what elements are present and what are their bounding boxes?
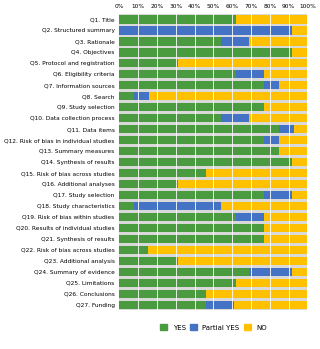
Bar [292, 158, 308, 166]
Bar [279, 81, 308, 89]
Bar [119, 279, 236, 287]
Bar [119, 213, 236, 221]
Bar [178, 59, 308, 67]
Bar [119, 15, 308, 24]
Bar [119, 70, 236, 79]
Bar [178, 180, 308, 188]
Bar [264, 103, 308, 111]
Bar [249, 268, 292, 276]
Bar [236, 213, 264, 221]
Bar [119, 92, 308, 101]
Bar [119, 257, 178, 265]
Bar [236, 15, 308, 24]
Bar [264, 235, 308, 243]
Bar [119, 37, 221, 46]
Bar [264, 224, 308, 232]
Bar [148, 246, 308, 254]
Bar [119, 246, 148, 254]
Bar [236, 279, 308, 287]
Bar [119, 224, 308, 232]
Bar [119, 169, 308, 177]
Bar [279, 136, 308, 144]
Bar [178, 257, 308, 265]
Bar [221, 202, 308, 210]
Bar [206, 300, 234, 309]
Bar [119, 27, 292, 35]
Bar [119, 103, 308, 111]
Bar [119, 268, 308, 276]
Bar [119, 114, 308, 122]
Bar [221, 37, 249, 46]
Bar [119, 92, 134, 101]
Bar [119, 158, 292, 166]
Bar [119, 103, 264, 111]
Bar [119, 191, 264, 199]
Bar [119, 136, 308, 144]
Bar [119, 81, 264, 89]
Bar [119, 27, 308, 35]
Bar [279, 125, 294, 133]
Bar [119, 59, 308, 67]
Bar [221, 114, 249, 122]
Bar [292, 48, 308, 57]
Bar [119, 224, 264, 232]
Bar [119, 59, 178, 67]
Bar [119, 180, 308, 188]
Bar [279, 147, 308, 155]
Bar [119, 290, 206, 298]
Bar [119, 136, 264, 144]
Bar [292, 27, 308, 35]
Bar [119, 147, 308, 155]
Bar [134, 92, 149, 101]
Bar [119, 15, 236, 24]
Bar [119, 246, 308, 254]
Bar [119, 169, 206, 177]
Bar [119, 202, 308, 210]
Bar [264, 213, 308, 221]
Bar [264, 81, 279, 89]
Bar [119, 48, 292, 57]
Bar [119, 48, 308, 57]
Bar [249, 37, 308, 46]
Bar [119, 235, 308, 243]
Bar [264, 136, 279, 144]
Bar [119, 290, 308, 298]
Bar [294, 125, 308, 133]
Bar [119, 70, 308, 79]
Bar [149, 92, 308, 101]
Bar [119, 180, 178, 188]
Bar [119, 202, 134, 210]
Bar [206, 290, 308, 298]
Bar [119, 300, 308, 309]
Bar [134, 202, 221, 210]
Bar [119, 213, 308, 221]
Legend: YES, Partial YES, NO: YES, Partial YES, NO [157, 322, 269, 333]
Bar [119, 114, 221, 122]
Bar [119, 268, 249, 276]
Bar [119, 279, 308, 287]
Bar [119, 125, 279, 133]
Bar [119, 257, 308, 265]
Bar [264, 191, 292, 199]
Bar [119, 235, 264, 243]
Bar [249, 114, 308, 122]
Bar [236, 70, 264, 79]
Bar [234, 300, 308, 309]
Bar [292, 268, 308, 276]
Bar [264, 70, 308, 79]
Bar [119, 37, 308, 46]
Bar [119, 81, 308, 89]
Bar [119, 147, 279, 155]
Bar [119, 125, 308, 133]
Bar [292, 191, 308, 199]
Bar [119, 300, 206, 309]
Bar [206, 169, 308, 177]
Bar [119, 191, 308, 199]
Bar [119, 158, 308, 166]
